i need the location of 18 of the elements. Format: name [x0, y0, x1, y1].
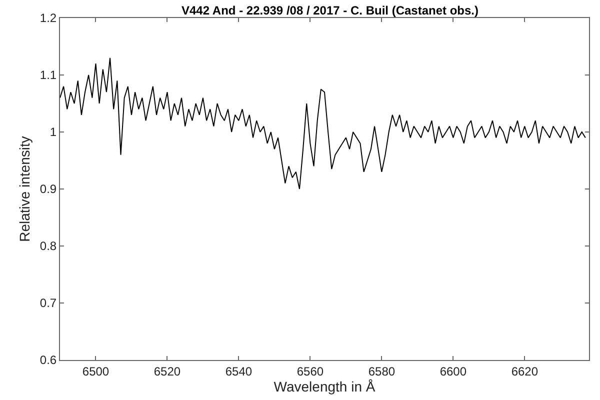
y-axis-title: Relative intensity — [16, 136, 33, 242]
x-tick-label: 6620 — [511, 364, 538, 378]
y-tick-label: 0.6 — [40, 353, 57, 368]
y-tick-label: 1 — [50, 125, 57, 140]
x-axis-title: Wavelength in Å — [274, 378, 376, 394]
x-tick-label: 6520 — [154, 364, 181, 378]
x-tick-label: 6580 — [368, 364, 396, 378]
x-tick-label: 6540 — [225, 364, 252, 378]
line-series — [60, 57, 586, 190]
y-tick-label: 0.8 — [40, 239, 57, 254]
x-tick-label: 6560 — [296, 364, 324, 378]
y-tick-label: 1.1 — [40, 68, 57, 82]
y-tick-label: 0.7 — [40, 296, 57, 310]
chart-title: V442 And - 22.939 /08 / 2017 - C. Buil (Castanet obs.) — [182, 3, 478, 18]
y-tick-label: 1.2 — [40, 11, 57, 26]
y-tick-label: 0.9 — [40, 182, 57, 196]
x-tick-label: 6600 — [440, 364, 467, 378]
x-tick-label: 6500 — [82, 364, 110, 378]
